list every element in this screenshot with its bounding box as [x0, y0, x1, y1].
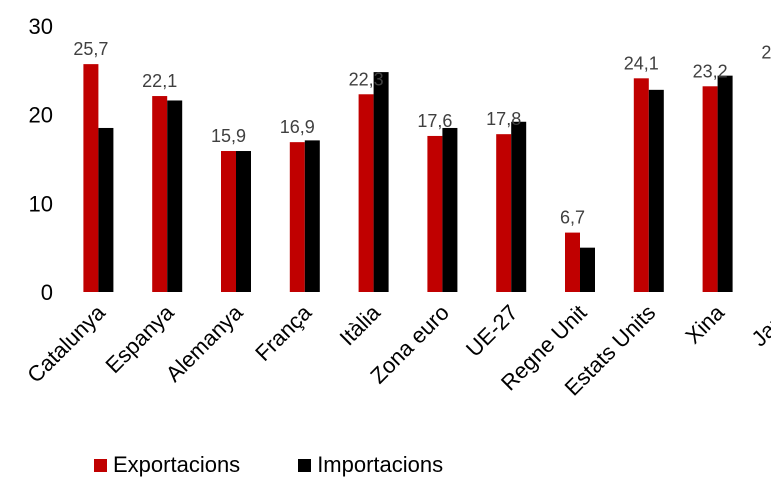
- legend-item-importacions: Importacions: [298, 452, 443, 478]
- bar-exportacions: [358, 94, 374, 292]
- data-label: 22,1: [142, 71, 177, 91]
- y-tick-label: 10: [29, 191, 53, 216]
- data-label: 15,9: [211, 126, 246, 146]
- y-tick-label: 20: [29, 103, 53, 128]
- data-label: 25,3: [761, 43, 771, 63]
- bar-exportacions: [633, 78, 649, 293]
- bar-exportacions: [496, 134, 512, 292]
- data-label: 25,7: [73, 39, 108, 59]
- x-tick-label: França: [250, 299, 317, 366]
- bar-importacions: [442, 127, 458, 292]
- legend-item-exportacions: Exportacions: [94, 452, 240, 478]
- y-axis-ticks: 0 10 20 30: [29, 14, 53, 305]
- legend: Exportacions Importacions: [94, 452, 501, 478]
- data-label: 6,7: [560, 208, 585, 228]
- bar-exportacions: [427, 135, 443, 292]
- x-tick-label: Japó: [747, 300, 771, 351]
- bar-exportacions: [221, 151, 236, 292]
- data-label: 16,9: [280, 117, 315, 137]
- bar-importacions: [98, 127, 114, 292]
- bar-exportacions: [152, 96, 168, 293]
- y-tick-label: 30: [29, 14, 53, 39]
- data-label: 17,8: [486, 109, 521, 129]
- x-tick-label: Xina: [680, 299, 729, 348]
- bar-importacions: [373, 72, 389, 293]
- legend-swatch-exportacions: [94, 458, 107, 472]
- bar-exportacions: [702, 86, 718, 292]
- x-tick-label: Itàlia: [335, 299, 386, 350]
- bar-exportacions: [289, 142, 305, 292]
- data-label: 24,1: [624, 53, 659, 73]
- bar-importacions: [304, 140, 320, 292]
- bar-importacions: [717, 75, 733, 292]
- data-labels: 25,7 22,1 15,9 16,9 22,3 17,6 17,8 6,7 24,1 23,2 2…: [73, 39, 771, 227]
- bar-exportacions: [565, 232, 580, 292]
- y-tick-label: 0: [41, 280, 53, 305]
- bar-importacions: [167, 100, 183, 292]
- x-tick-label: UE-27: [461, 300, 523, 362]
- bar-exportacions: [83, 64, 99, 292]
- bars: [83, 64, 733, 293]
- x-tick-label: Catalunya: [22, 299, 110, 387]
- data-label: 22,3: [349, 69, 384, 89]
- data-label: 17,6: [417, 111, 452, 131]
- legend-label-importacions: Importacions: [317, 452, 444, 477]
- x-tick-label: Alemanya: [161, 299, 248, 386]
- data-label: 23,2: [693, 61, 728, 81]
- bar-importacions: [580, 247, 595, 292]
- legend-label-exportacions: Exportacions: [113, 452, 241, 477]
- bar-importacions: [236, 151, 251, 292]
- legend-swatch-importacions: [298, 458, 312, 472]
- bar-importacions: [648, 89, 664, 292]
- bar-importacions: [511, 121, 527, 292]
